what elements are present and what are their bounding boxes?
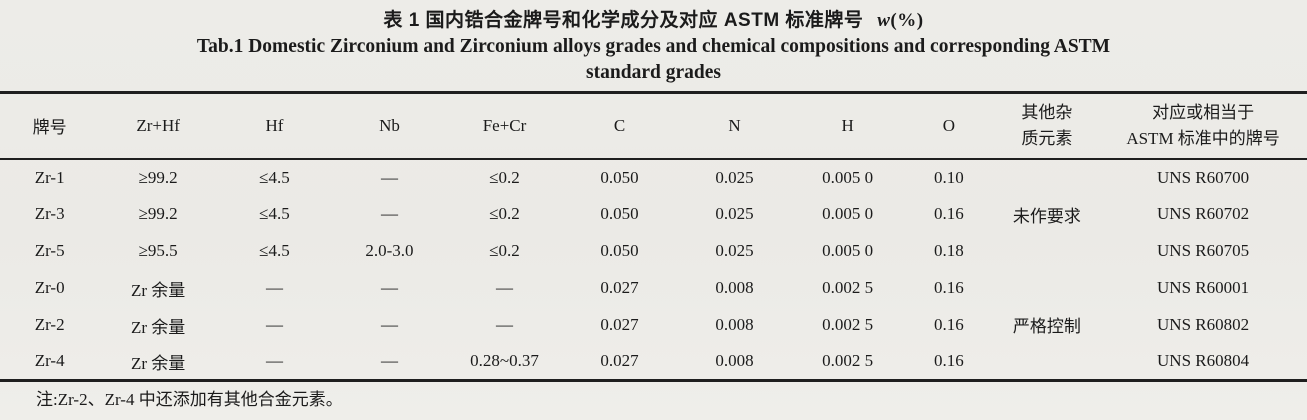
cell-c: 0.027 [600,278,639,297]
cell-n: 0.008 [715,351,754,371]
cell-zr-hf: Zr 余量 [130,317,186,337]
col-header-astm-line1: 对应或相当于 [1152,102,1255,122]
cell-zr-hf: ≥99.2 [138,167,178,187]
cell-astm: UNS R60705 [1157,241,1250,260]
table-row: Zr-1 ≥99.2 ≤4.5 — ≤0.2 0.050 0.025 0.005… [0,159,1307,227]
cell-zr-hf: ≥95.5 [138,241,178,260]
col-header-fe-cr: Fe+Cr [482,115,527,135]
cell-hf: — [265,351,283,371]
cell-hf: ≤4.5 [259,167,290,187]
table-caption-en-line2: standard grades [586,62,721,83]
cell-astm: UNS R60804 [1157,351,1250,371]
cell-hf: — [265,315,283,334]
col-header-astm: 对应或相当于 ASTM 标准中的牌号 [1099,93,1307,159]
cell-h: 0.002 5 [822,278,874,297]
cell-n: 0.025 [715,167,754,187]
cell-astm: UNS R60702 [1157,204,1250,223]
cell-fe-cr: ≤0.2 [489,204,520,223]
cell-zr-hf: Zr 余量 [130,280,186,300]
cell-fe-cr: — [495,315,513,334]
cell-nb: — [380,351,398,371]
col-header-nb: Nb [379,115,400,135]
cell-grade: Zr-1 [34,167,65,187]
col-header-impurity: 其他杂 质元素 [995,93,1100,159]
cell-hf: ≤4.5 [259,241,290,260]
cell-n: 0.008 [715,278,754,297]
cell-nb: — [380,278,398,297]
cell-n: 0.008 [715,315,754,334]
cell-h: 0.002 5 [822,351,874,371]
cell-o: 0.16 [933,278,964,297]
unit-symbol: w [877,10,891,31]
cell-fe-cr: ≤0.2 [489,167,520,187]
table-caption-en-line1: Tab.1 Domestic Zirconium and Zirconium a… [196,36,1111,57]
table-row: Zr-2 Zr 余量 — — — 0.027 0.008 0.002 5 0.1… [0,307,1307,344]
cell-astm: UNS R60802 [1157,315,1250,334]
cell-nb: 2.0-3.0 [365,241,414,260]
cell-o: 0.16 [933,351,964,371]
table-row: Zr-5 ≥95.5 ≤4.5 2.0-3.0 ≤0.2 0.050 0.025… [0,233,1307,270]
cell-impurity-group-not-required: 未作要求 [1012,207,1081,226]
cell-grade: Zr-0 [34,278,65,297]
col-header-zr-hf: Zr+Hf [136,115,180,135]
cell-o: 0.18 [933,241,964,260]
cell-h: 0.005 0 [822,167,874,187]
cell-fe-cr: ≤0.2 [489,241,520,260]
cell-c: 0.050 [600,241,639,260]
cell-c: 0.027 [600,351,639,371]
cell-c: 0.027 [600,315,639,334]
table-row: Zr-3 ≥99.2 ≤4.5 — ≤0.2 0.050 0.025 0.005… [0,196,1307,233]
cell-nb: — [380,315,398,334]
header-row: 牌号 Zr+Hf Hf Nb Fe+Cr C N H O 其他杂 质元素 对应或… [0,93,1307,159]
col-header-impurity-line1: 其他杂 [1021,102,1073,122]
cell-grade: Zr-5 [34,241,65,260]
col-header-h: H [841,115,854,135]
table-row: Zr-4 Zr 余量 — — 0.28~0.37 0.027 0.008 0.0… [0,344,1307,381]
col-header-o: O [942,115,955,135]
cell-o: 0.10 [933,167,964,187]
cell-o: 0.16 [933,315,964,334]
cell-grade: Zr-3 [34,204,65,223]
col-header-hf: Hf [265,115,284,135]
cell-nb: — [380,204,398,223]
col-header-astm-line2: ASTM 标准中的牌号 [1126,128,1280,148]
cell-h: 0.005 0 [822,204,874,223]
cell-o: 0.16 [933,204,964,223]
table-footnote: 注:Zr-2、Zr-4 中还添加有其他合金元素。 [36,390,343,409]
table-row: Zr-0 Zr 余量 — — — 0.027 0.008 0.002 5 0.1… [0,270,1307,336]
unit-suffix: (%) [890,10,924,31]
table-caption-zh-text: 表 1 国内锆合金牌号和化学成分及对应 ASTM 标准牌号 [383,10,864,31]
cell-h: 0.002 5 [822,315,874,334]
cell-grade: Zr-2 [34,315,65,334]
cell-fe-cr: — [495,278,513,297]
col-header-grade: 牌号 [32,118,67,138]
cell-astm: UNS R60001 [1157,278,1250,297]
cell-nb: — [380,167,398,187]
cell-h: 0.005 0 [822,241,874,260]
col-header-impurity-line2: 质元素 [1021,128,1073,148]
cell-impurity-group-strict-control: 严格控制 [1012,316,1081,336]
cell-zr-hf: Zr 余量 [130,353,186,373]
cell-hf: — [265,278,283,297]
col-header-c: C [613,115,626,135]
cell-fe-cr: 0.28~0.37 [470,351,539,371]
cell-c: 0.050 [600,167,639,187]
cell-c: 0.050 [600,204,639,223]
cell-n: 0.025 [715,241,754,260]
cell-n: 0.025 [715,204,754,223]
cell-grade: Zr-4 [34,351,65,371]
cell-astm: UNS R60700 [1157,167,1250,187]
table-caption-unit: w(%) [877,10,923,31]
table-caption: 表 1 国内锆合金牌号和化学成分及对应 ASTM 标准牌号 w(%) Tab.1… [0,0,1307,86]
cell-hf: ≤4.5 [259,204,290,223]
table-caption-zh: 表 1 国内锆合金牌号和化学成分及对应 ASTM 标准牌号 w(%) [0,7,1307,34]
composition-table: 牌号 Zr+Hf Hf Nb Fe+Cr C N H O 其他杂 质元素 对应或… [0,91,1307,382]
col-header-n: N [728,115,741,135]
cell-zr-hf: ≥99.2 [138,204,178,223]
